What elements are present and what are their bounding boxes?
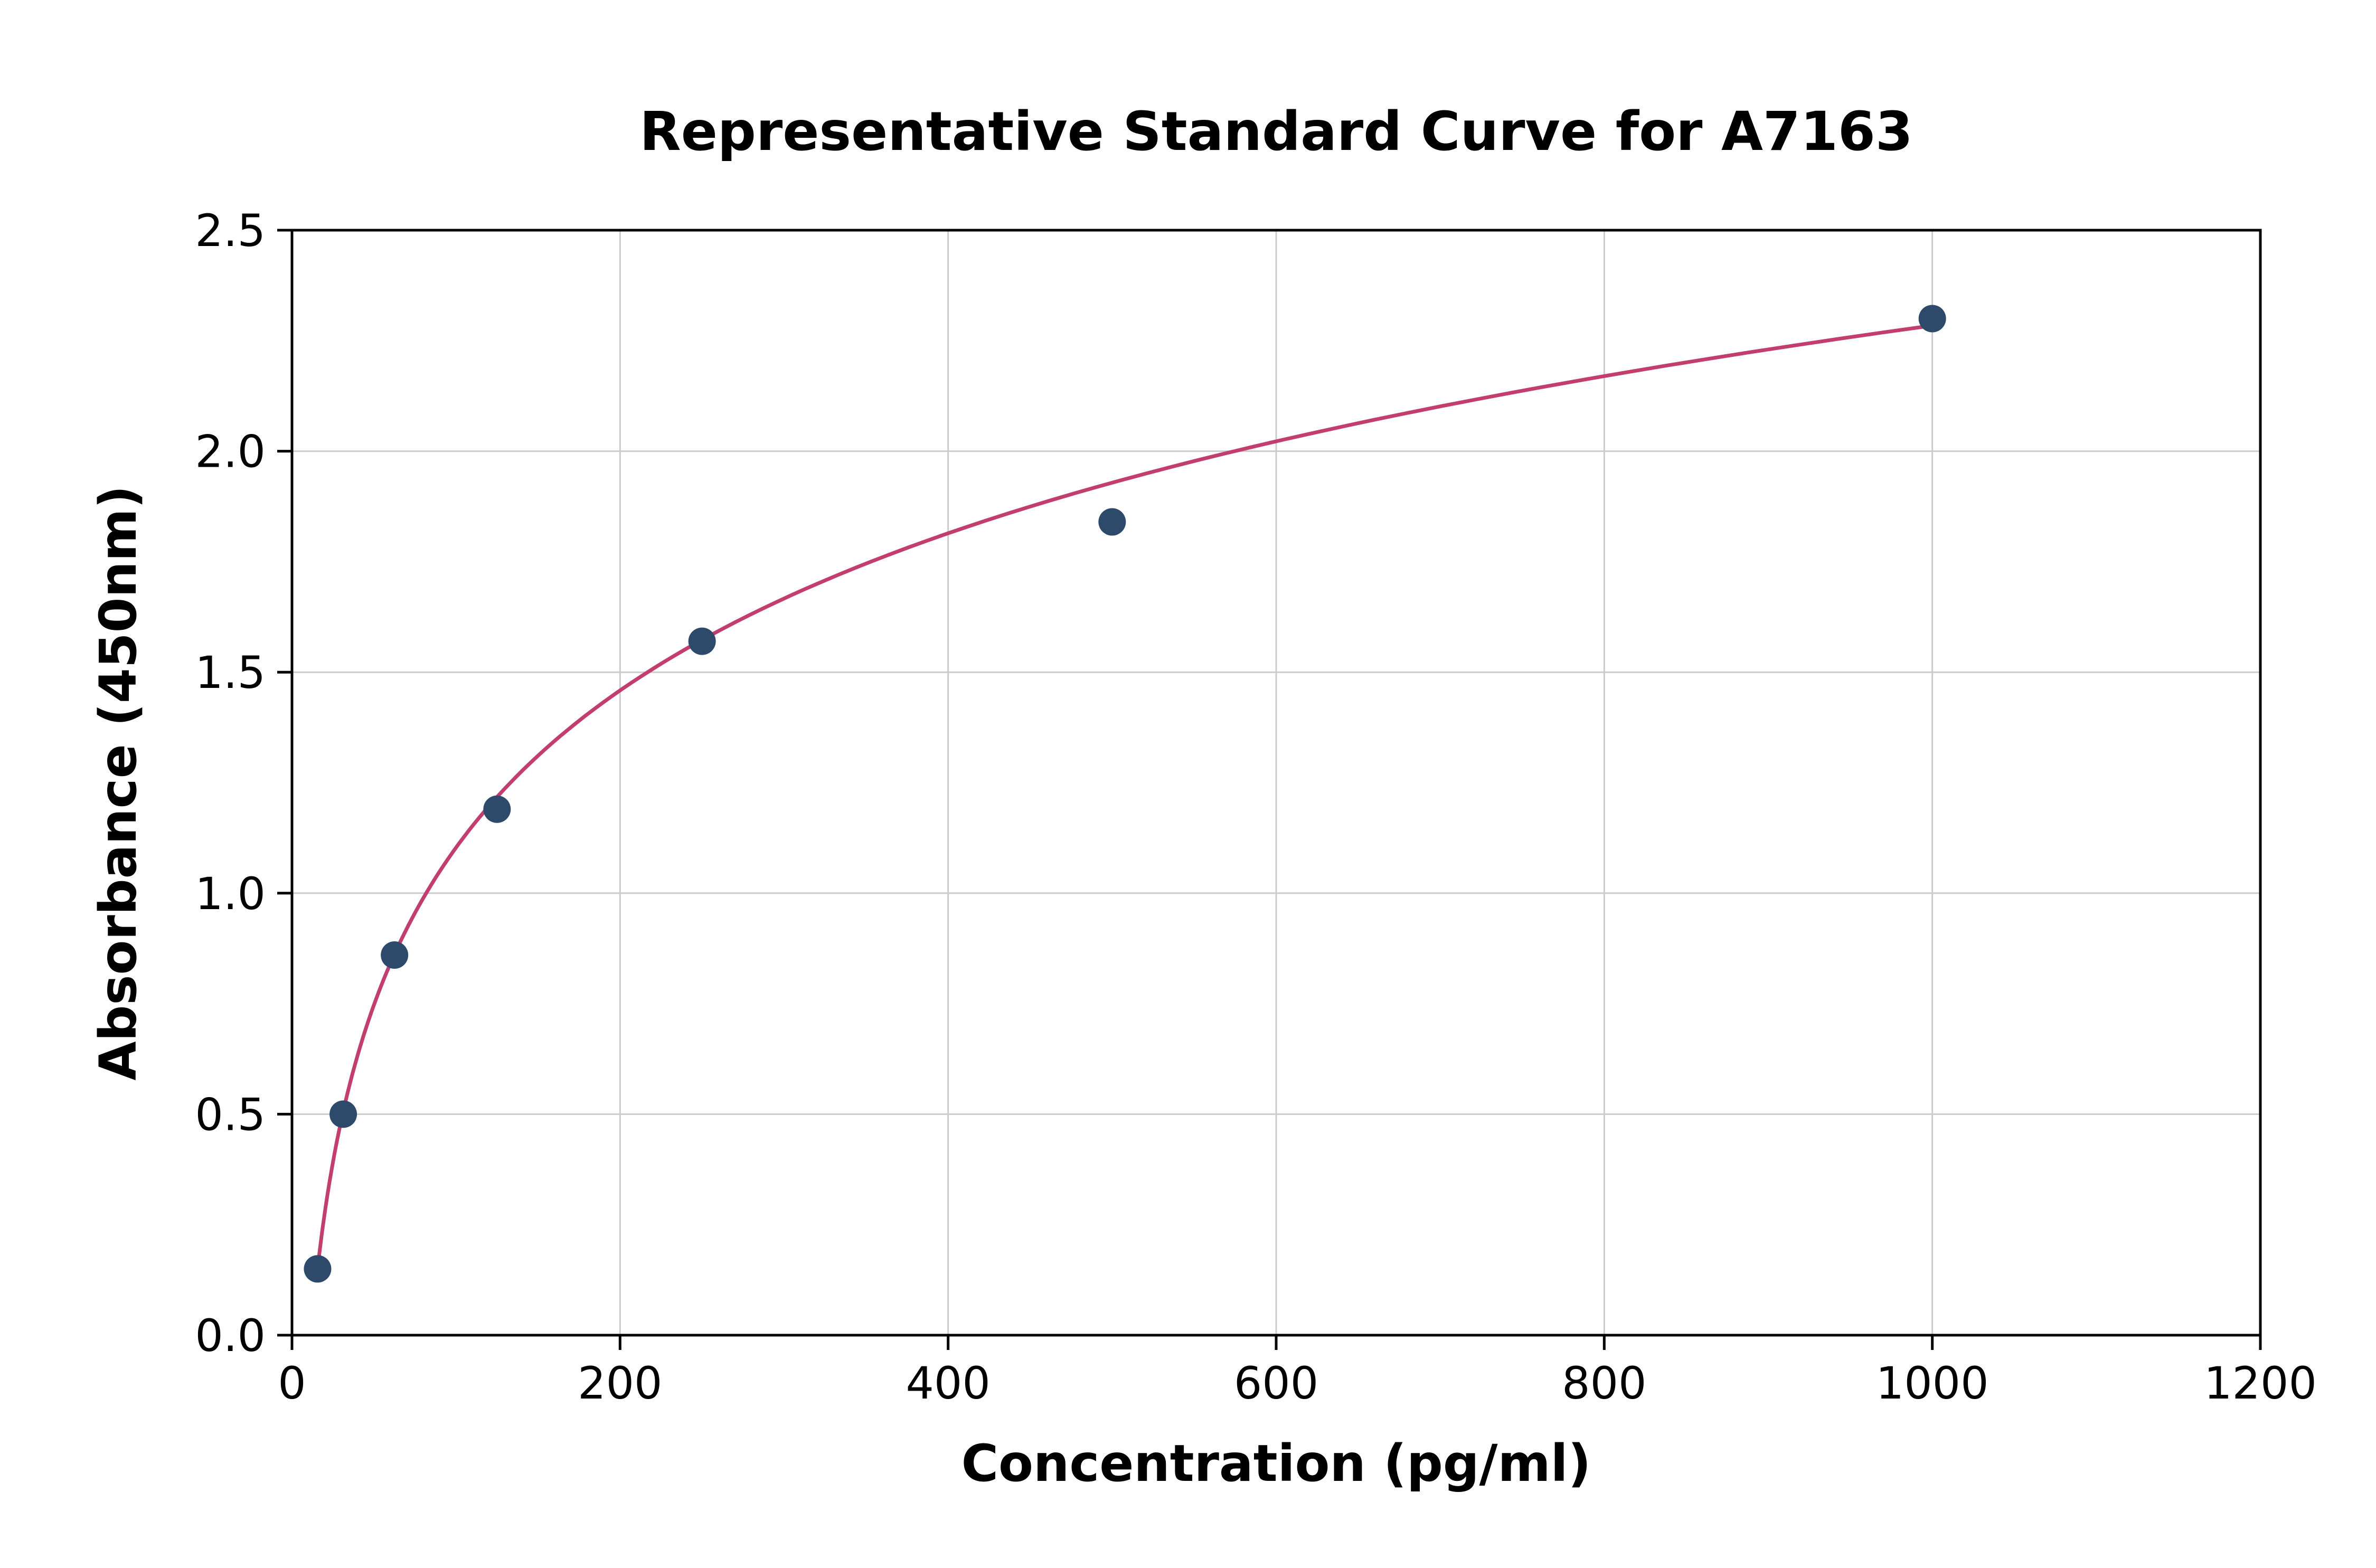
y-tick-label: 0.5 [195, 1089, 266, 1140]
data-point-marker [688, 627, 716, 655]
y-tick-label: 1.5 [195, 647, 266, 698]
y-tick-label: 2.0 [195, 426, 266, 478]
data-point-marker [329, 1100, 357, 1128]
chart-title: Representative Standard Curve for A7163 [639, 100, 1913, 163]
fit-curve [316, 324, 1935, 1271]
data-point-marker [483, 795, 511, 823]
data-point-marker [381, 941, 409, 969]
x-tick-label: 800 [1562, 1357, 1646, 1409]
y-axis-label: Absorbance (450nm) [89, 485, 148, 1081]
x-tick-label: 0 [278, 1357, 306, 1409]
x-tick-label: 600 [1234, 1357, 1318, 1409]
x-tick-label: 400 [906, 1357, 990, 1409]
data-point-marker [1918, 305, 1946, 333]
y-tick-label: 1.0 [195, 868, 266, 920]
x-tick-label: 1200 [2204, 1357, 2317, 1409]
x-tick-label: 1000 [1876, 1357, 1989, 1409]
x-axis-label: Concentration (pg/ml) [961, 1434, 1591, 1493]
y-tick-label: 0.0 [195, 1310, 266, 1362]
y-tick-label: 2.5 [195, 205, 266, 257]
data-point-marker [304, 1255, 332, 1283]
x-tick-label: 200 [578, 1357, 662, 1409]
data-point-marker [1098, 508, 1126, 536]
